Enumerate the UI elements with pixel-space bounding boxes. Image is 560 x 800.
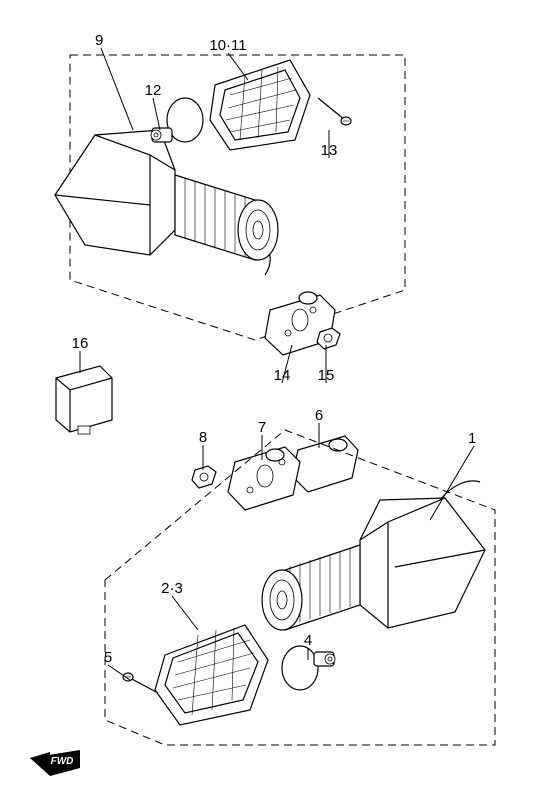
- fwd-direction-badge: FWD: [30, 750, 80, 776]
- upper-bulb: [151, 98, 203, 142]
- front-cushion-6: [292, 436, 358, 492]
- upper-lens: [210, 60, 310, 150]
- upper-lens-screw: [318, 98, 351, 125]
- front-nut: [192, 466, 216, 488]
- leader-10: [228, 53, 248, 80]
- lower-lens: [155, 625, 268, 725]
- callout-label-10: 10·11: [209, 37, 246, 54]
- callout-label-4: 4: [304, 632, 312, 649]
- callout-label-6: 6: [315, 407, 323, 424]
- callout-label-12: 12: [145, 82, 162, 99]
- leader-2: [172, 596, 198, 630]
- front-cushion-7: [228, 447, 300, 510]
- callout-label-9: 9: [95, 32, 103, 49]
- callout-label-8: 8: [199, 429, 207, 446]
- callout-label-16: 16: [72, 335, 89, 352]
- leader-5: [108, 665, 130, 680]
- fwd-label: FWD: [51, 756, 74, 767]
- callout-label-13: 13: [321, 142, 338, 159]
- lower-signal-housing: [262, 481, 485, 630]
- flasher-relay: [56, 366, 112, 434]
- parts-diagram: FWD 1 2·3 4 5 6 7 8 9 10·11 12 13 14 15 16: [0, 0, 560, 800]
- callout-label-15: 15: [318, 367, 335, 384]
- callout-label-14: 14: [274, 367, 291, 384]
- callout-label-7: 7: [258, 419, 266, 436]
- callout-label-5: 5: [104, 649, 112, 666]
- leader-12: [153, 98, 160, 130]
- callout-label-2: 2·3: [161, 580, 183, 597]
- lower-lens-screw: [123, 673, 158, 693]
- upper-signal-housing: [55, 130, 278, 275]
- callout-label-1: 1: [468, 430, 476, 447]
- leader-9: [101, 48, 133, 130]
